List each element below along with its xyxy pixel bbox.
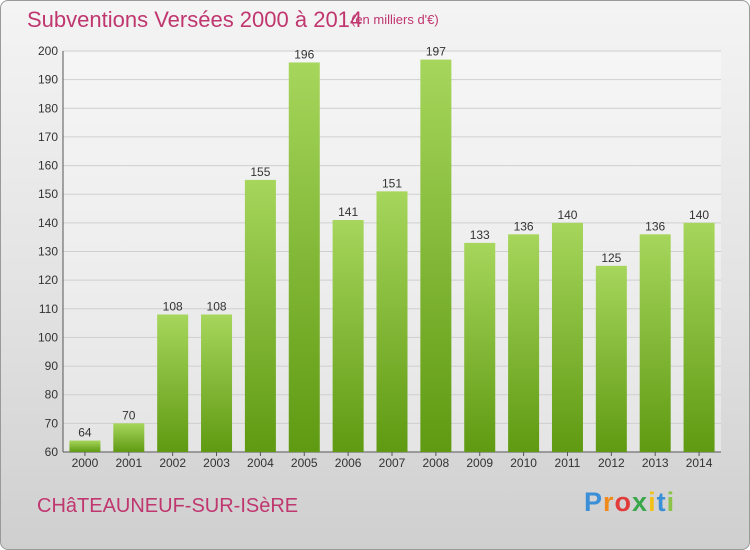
bar: [683, 222, 715, 452]
logo-letter: t: [656, 487, 667, 517]
y-tick-label: 120: [38, 273, 58, 287]
chart-title: Subventions Versées 2000 à 2014: [27, 7, 363, 32]
data-label: 136: [514, 219, 534, 233]
x-tick-label: 2003: [203, 456, 230, 470]
y-tick-label: 60: [45, 445, 59, 459]
bar: [201, 314, 233, 452]
proxiti-logo: Proxiti: [584, 487, 675, 518]
x-tick-label: 2014: [686, 456, 713, 470]
chart-subtitle: (en milliers d'€): [351, 12, 439, 27]
x-tick-label: 2007: [379, 456, 406, 470]
logo-letter: i: [648, 487, 657, 517]
data-label: 136: [645, 219, 665, 233]
y-tick-label: 170: [38, 130, 58, 144]
x-tick-label: 2000: [72, 456, 99, 470]
bar: [157, 314, 189, 452]
bar: [244, 179, 276, 452]
x-tick-label: 2009: [466, 456, 493, 470]
commune-name: CHâTEAUNEUF-SUR-ISèRE: [37, 495, 299, 517]
data-label: 196: [294, 47, 314, 61]
data-label: 141: [338, 205, 358, 219]
y-tick-label: 180: [38, 101, 58, 115]
y-tick-label: 190: [38, 73, 58, 87]
data-label: 64: [78, 426, 92, 440]
y-tick-label: 200: [38, 44, 58, 58]
logo-letter: i: [666, 487, 676, 517]
x-tick-label: 2004: [247, 456, 274, 470]
bar: [508, 234, 540, 452]
data-label: 108: [163, 300, 183, 314]
x-tick-label: 2008: [423, 456, 450, 470]
data-label: 125: [601, 251, 621, 265]
bar: [332, 219, 364, 452]
y-tick-label: 140: [38, 216, 58, 230]
y-tick-label: 130: [38, 245, 58, 259]
y-tick-label: 110: [39, 302, 58, 316]
x-tick-label: 2001: [115, 456, 142, 470]
x-tick-label: 2012: [598, 456, 625, 470]
bar: [639, 234, 671, 452]
x-tick-label: 2005: [291, 456, 318, 470]
x-tick-label: 2002: [159, 456, 186, 470]
data-label: 140: [557, 208, 577, 222]
x-tick-label: 2010: [510, 456, 537, 470]
y-tick-label: 80: [45, 388, 59, 402]
bar: [69, 440, 101, 452]
bar: [376, 191, 408, 452]
data-label: 151: [382, 176, 402, 190]
bar: [288, 62, 320, 452]
bar: [551, 222, 583, 452]
data-label: 155: [250, 165, 270, 179]
bar: [595, 265, 627, 452]
y-tick-label: 160: [38, 159, 58, 173]
data-label: 70: [122, 408, 136, 422]
data-label: 140: [689, 208, 709, 222]
data-label: 108: [207, 300, 227, 314]
logo-letter: r: [603, 487, 615, 517]
data-label: 197: [426, 45, 446, 59]
x-tick-label: 2006: [335, 456, 362, 470]
data-label: 133: [470, 228, 490, 242]
y-tick-label: 100: [38, 330, 58, 344]
bar: [464, 242, 496, 452]
y-tick-label: 90: [45, 359, 59, 373]
bar: [113, 423, 145, 452]
logo-letter: x: [632, 487, 649, 517]
y-tick-label: 70: [45, 416, 59, 430]
logo-letter: o: [614, 487, 633, 517]
x-tick-label: 2011: [555, 456, 581, 470]
x-tick-label: 2013: [642, 456, 669, 470]
logo-letter: P: [584, 487, 604, 517]
y-tick-label: 150: [38, 187, 58, 201]
bar: [420, 59, 452, 452]
